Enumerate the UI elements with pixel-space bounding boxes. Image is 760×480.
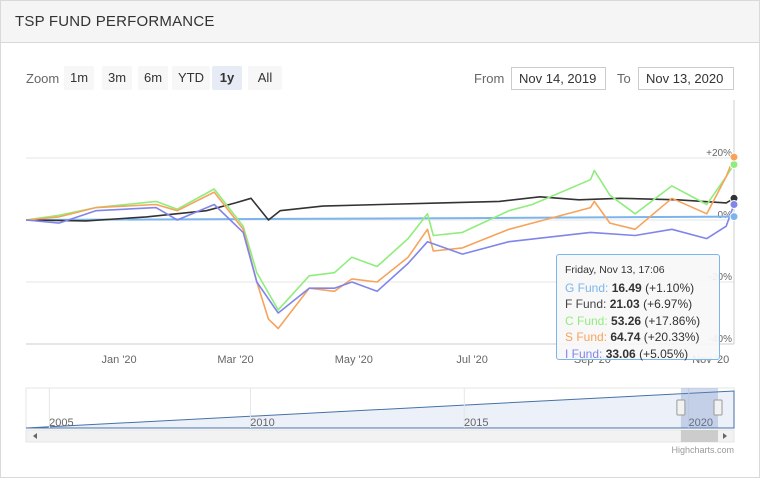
tooltip-value: 53.26 [611,313,642,328]
to-label: To [617,71,631,86]
tooltip-change: (+6.97%) [643,297,693,311]
hover-marker [729,152,739,162]
scroll-left-arrow-icon[interactable] [33,433,37,439]
tooltip-label: C Fund: [565,313,608,328]
zoom-label: Zoom [26,71,60,86]
navigator-handle[interactable] [676,399,686,416]
from-label: From [474,71,505,86]
zoom-all-button[interactable]: All [248,66,282,90]
y-tick-label: -40% [709,334,732,345]
from-date-input[interactable]: Nov 14, 2019 [511,67,606,90]
chart-tooltip: Friday, Nov 13, 17:06 G Fund: 16.49 (+1.… [556,254,720,363]
highcharts-credit[interactable]: Highcharts.com [671,445,734,455]
series-line-i-fund[interactable] [25,203,735,314]
hover-marker [729,212,739,222]
tooltip-value: 16.49 [611,280,642,295]
y-tick-label: +20% [706,148,732,159]
navigator-handle[interactable] [713,399,723,416]
tooltip-row-i-fund: I Fund: 33.06 (+5.05%) [565,346,711,363]
zoom-3m-button[interactable]: 3m [102,66,132,90]
zoom-1m-button[interactable]: 1m [64,66,94,90]
series-line-g-fund[interactable] [25,215,735,221]
tooltip-header: Friday, Nov 13, 17:06 [565,264,665,276]
navigator-series [25,390,735,429]
tooltip-row-g-fund: G Fund: 16.49 (+1.10%) [565,280,711,297]
navigator-tick-label: 2005 [49,417,73,429]
to-date-input[interactable]: Nov 13, 2020 [638,67,734,90]
zoom-ytd-button[interactable]: YTD [172,66,210,90]
scroll-right-arrow-icon[interactable] [723,433,727,439]
tooltip-change: (+5.05%) [639,346,689,361]
x-tick-label: Mar '20 [217,354,253,366]
tooltip-row-f-fund: F Fund: 21.03 (+6.97%) [565,296,711,313]
navigator-tick-label: 2020 [688,417,712,429]
tooltip-label: S Fund: [565,330,608,344]
x-tick-label: Jan '20 [102,354,137,366]
x-tick-label: May '20 [335,354,373,366]
tooltip-value: 64.74 [610,330,641,344]
tooltip-row-s-fund: S Fund: 64.74 (+20.33%) [565,329,711,346]
hover-marker [729,160,739,170]
tooltip-change: (+20.33%) [643,330,700,344]
x-tick-label: Jul '20 [456,354,487,366]
tooltip-label: I Fund: [565,346,603,361]
y-tick-label: -20% [709,272,732,283]
y-tick-label: 0% [718,210,733,221]
panel-header: TSP FUND PERFORMANCE [1,1,759,43]
series-line-c-fund[interactable] [25,164,735,311]
tooltip-change: (+17.86%) [644,313,701,328]
navigator-tick-label: 2015 [464,417,488,429]
tooltip-change: (+1.10%) [645,280,695,295]
tooltip-value: 21.03 [609,297,640,311]
zoom-1y-button[interactable]: 1y [212,66,242,90]
series-line-s-fund[interactable] [25,156,735,330]
navigator-selection[interactable] [680,388,718,428]
scrollbar-track[interactable] [25,429,735,443]
tooltip-label: F Fund: [565,297,607,311]
tooltip-row-c-fund: C Fund: 53.26 (+17.86%) [565,313,711,330]
tooltip-value: 33.06 [605,346,636,361]
tooltip-label: G Fund: [565,280,609,295]
hover-marker [729,200,739,209]
panel-title: TSP FUND PERFORMANCE [15,13,215,30]
zoom-6m-button[interactable]: 6m [138,66,168,90]
navigator-tick-label: 2010 [250,417,274,429]
scrollbar-thumb[interactable] [680,430,718,442]
